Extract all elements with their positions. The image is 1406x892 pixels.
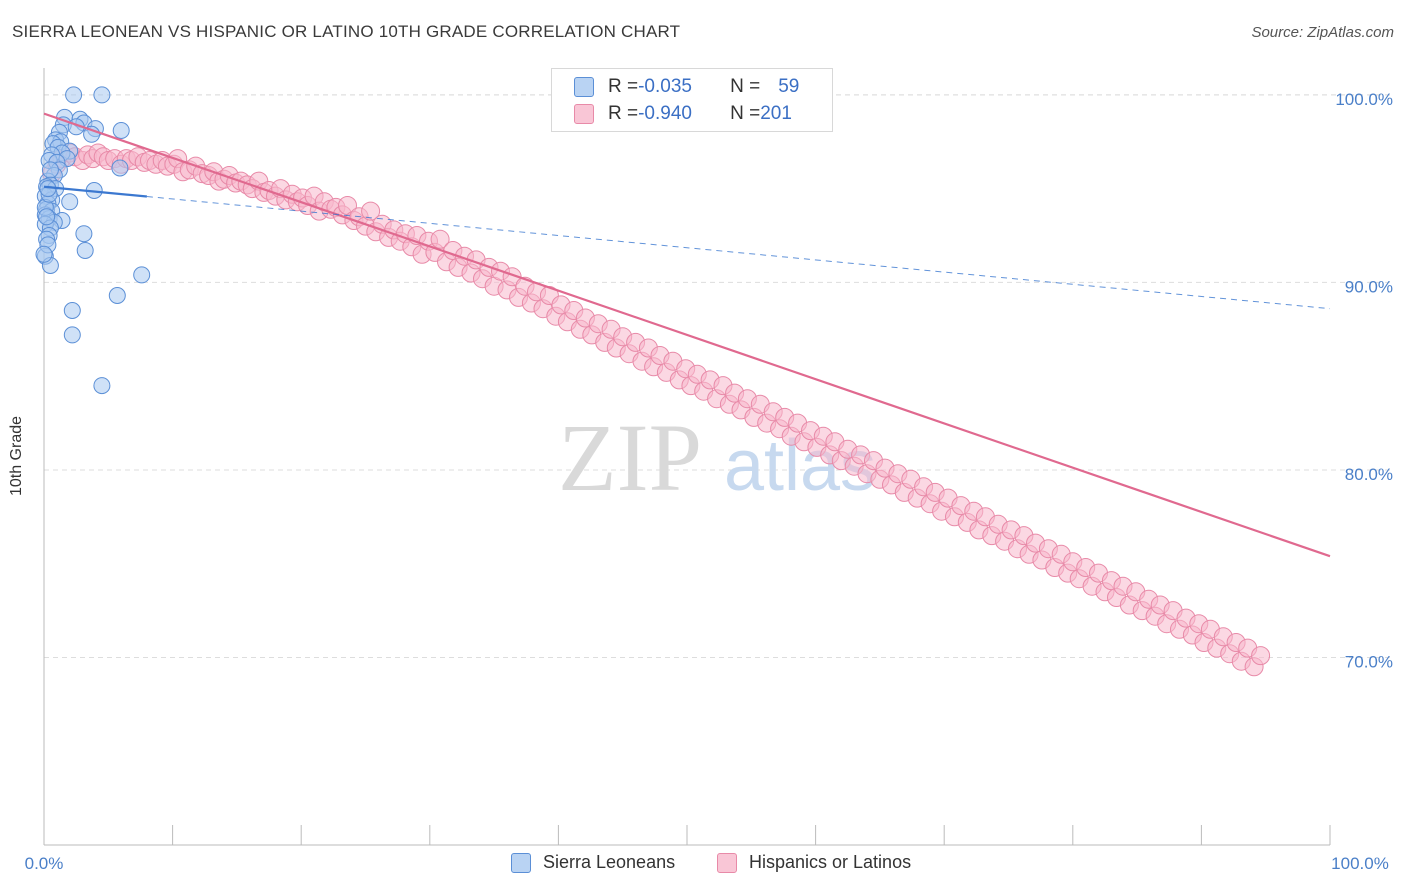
source-label: Source: ZipAtlas.com [1251, 24, 1394, 41]
sierra-leonean-point [63, 326, 81, 344]
legend-row-sierra-leonean: R = -0.035 N = 59 [574, 74, 799, 100]
watermark-zip: ZIP [558, 404, 702, 511]
y-tick-label: 80.0% [1345, 465, 1393, 484]
r-value: -0.940 [638, 103, 692, 124]
sierra-leonean-point [63, 302, 81, 319]
n-label: N = [730, 103, 761, 124]
sierra-leonean-point [61, 193, 79, 211]
legend-item-hispanics[interactable]: Hispanics or Latinos [717, 852, 911, 873]
r-label: R = [608, 103, 639, 124]
hispanic-point [430, 229, 450, 249]
hispanic-trend-line [43, 112, 1331, 558]
series-legend: Sierra Leoneans Hispanics or Latinos [0, 852, 1406, 876]
hispanic-point [1251, 646, 1271, 666]
y-tick-label: 70.0% [1345, 652, 1393, 671]
sierra-leonean-point [35, 245, 53, 263]
pink-swatch [717, 852, 737, 873]
sierra-leonean-trend-dashed [146, 196, 1331, 310]
sierra-leonean-point [93, 377, 111, 395]
chart-title: SIERRA LEONEAN VS HISPANIC OR LATINO 10T… [12, 22, 681, 41]
n-value: 59 [778, 76, 800, 97]
sierra-leonean-point [111, 159, 129, 177]
sierra-leonean-point [93, 86, 111, 104]
pink-swatch [574, 104, 594, 124]
sierra-leonean-point [65, 86, 83, 104]
correlation-legend: R = -0.035 N = 59 R = -0.940 N = 201 [551, 68, 833, 132]
n-value: 201 [760, 103, 792, 124]
sierra-leonean-trend-solid [43, 185, 147, 198]
tick-labels: 70.0% 80.0% 90.0% 100.0% 0.0% 100.0% [25, 90, 1393, 873]
x-tick-label: 0.0% [25, 854, 64, 873]
blue-swatch [511, 852, 531, 873]
sierra-leonean-point [41, 161, 59, 179]
trend-lines [43, 112, 1331, 558]
sierra-leonean-point [133, 266, 151, 284]
legend-label: Sierra Leoneans [543, 852, 676, 872]
blue-swatch [574, 77, 594, 97]
sierra-leonean-point [112, 122, 130, 139]
r-label: R = [608, 76, 639, 97]
y-tick-label: 100.0% [1335, 90, 1393, 109]
r-value: -0.035 [638, 76, 692, 97]
hispanic-point [361, 201, 381, 221]
sierra-leonean-series [35, 86, 151, 395]
x-tick-label: 100.0% [1331, 854, 1389, 873]
legend-item-sierra-leoneans[interactable]: Sierra Leoneans [511, 852, 675, 873]
sierra-leonean-point [75, 225, 93, 243]
legend-row-hispanic: R = -0.940 N = 201 [574, 101, 792, 127]
y-tick-label: 90.0% [1345, 277, 1393, 296]
sierra-leonean-point [108, 287, 126, 304]
n-label: N = [730, 76, 761, 97]
sierra-leonean-point [38, 208, 56, 226]
sierra-leonean-point [76, 242, 94, 259]
legend-label: Hispanics or Latinos [749, 852, 912, 872]
